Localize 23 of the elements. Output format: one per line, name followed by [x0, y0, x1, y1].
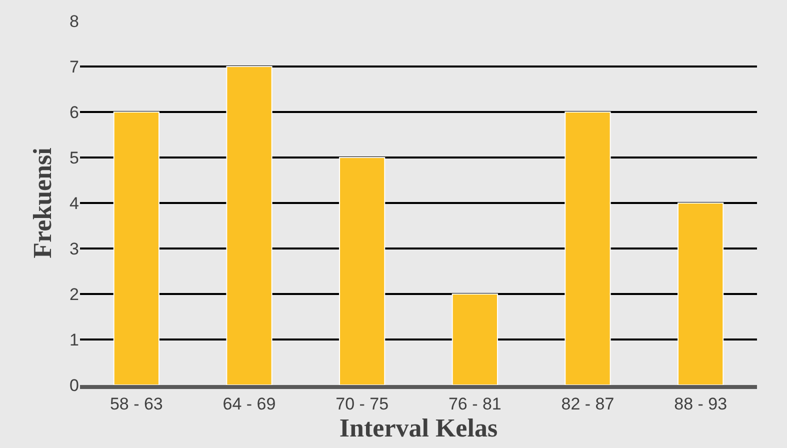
bar — [564, 112, 611, 385]
x-tick-label: 76 - 81 — [448, 394, 502, 414]
x-axis-title: Interval Kelas — [339, 413, 498, 442]
bar — [452, 294, 498, 385]
y-tick-label: 7 — [70, 57, 79, 76]
bar — [339, 157, 386, 385]
y-tick-label: 2 — [70, 284, 79, 304]
y-tick-label: 6 — [70, 102, 79, 122]
x-tick-label: 82 - 87 — [561, 394, 614, 414]
y-axis-title: Frekuensi — [28, 148, 57, 258]
y-tick-label: 5 — [70, 148, 79, 168]
bar — [678, 202, 724, 385]
bar — [113, 112, 160, 385]
x-tick-label: 58 - 63 — [110, 394, 163, 414]
x-tick-label: 70 - 75 — [336, 394, 389, 414]
bar — [226, 66, 272, 385]
y-tick-label: 8 — [70, 12, 79, 31]
y-tick-label: 4 — [70, 194, 79, 213]
y-tick-label: 1 — [70, 330, 79, 350]
x-tick-label: 64 - 69 — [222, 394, 276, 414]
x-tick-label: 88 - 93 — [674, 394, 728, 414]
y-tick-label: 3 — [70, 239, 79, 258]
y-tick-label: 0 — [70, 376, 79, 395]
